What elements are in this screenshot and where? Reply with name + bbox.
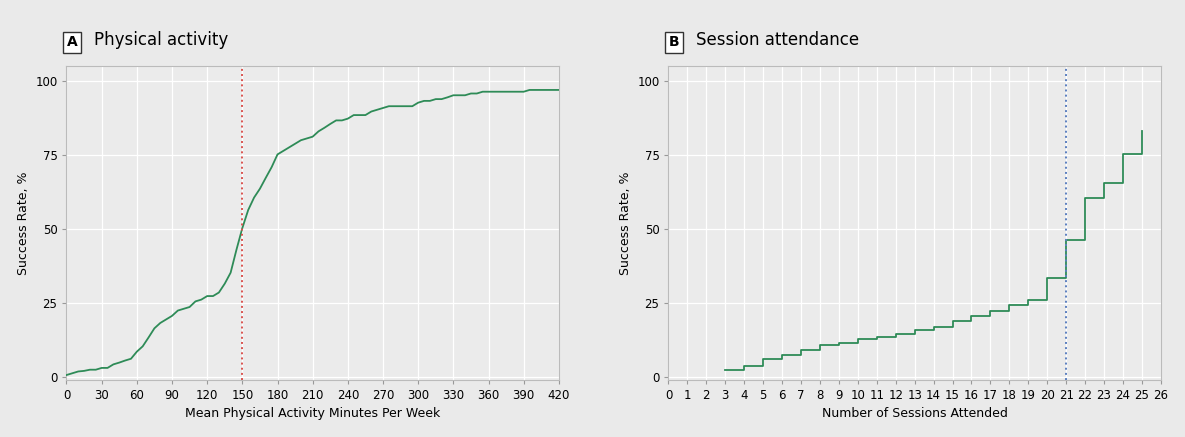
Text: Physical activity: Physical activity [94,31,228,49]
X-axis label: Number of Sessions Attended: Number of Sessions Attended [821,407,1007,420]
Text: Session attendance: Session attendance [696,31,859,49]
Y-axis label: Success Rate, %: Success Rate, % [619,171,632,275]
Y-axis label: Success Rate, %: Success Rate, % [17,171,30,275]
Text: B: B [668,35,679,49]
Text: A: A [66,35,77,49]
X-axis label: Mean Physical Activity Minutes Per Week: Mean Physical Activity Minutes Per Week [185,407,441,420]
